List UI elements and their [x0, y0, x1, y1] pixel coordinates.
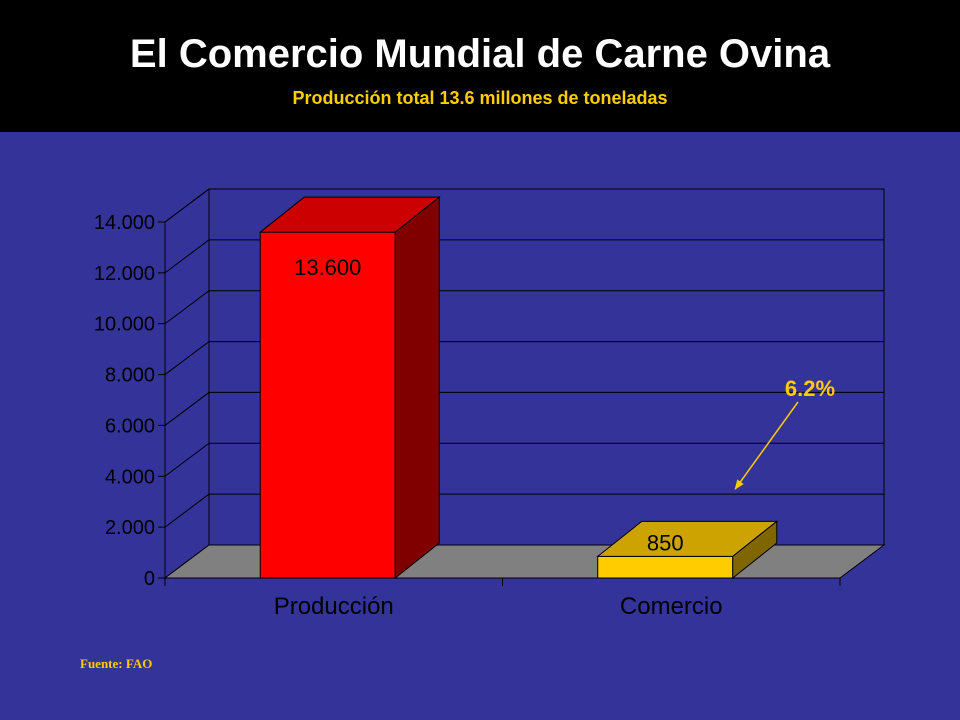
data-label: 13.600: [294, 255, 361, 280]
y-tick-label: 12.000: [94, 263, 155, 285]
gridline: [164, 442, 884, 477]
page-subtitle: Producción total 13.6 millones de tonela…: [292, 88, 668, 108]
page-title: El Comercio Mundial de Carne Ovina: [129, 32, 831, 76]
header-band: El Comercio Mundial de Carne Ovina Produ…: [0, 0, 960, 132]
bar-side: [394, 196, 440, 580]
gridline: [164, 188, 884, 223]
category-label: Comercio: [620, 593, 723, 620]
bar-1: [258, 196, 441, 580]
source-note: Fuente: FAO: [80, 656, 153, 671]
bar-front: [597, 555, 734, 579]
y-tick-label: 2.000: [105, 517, 155, 539]
y-tick-label: 0: [144, 568, 155, 590]
y-tick-label: 6.000: [105, 415, 155, 437]
bar-side: [732, 520, 778, 580]
chart-axes: 0 2.000 4.000 6.000 8.000 10.000 12.000 14.000: [94, 212, 841, 590]
bar-front: [259, 231, 396, 579]
data-label: 850: [647, 530, 684, 555]
gridline: [164, 493, 884, 528]
side-wall: [164, 188, 210, 579]
annotation-label: 6.2%: [785, 376, 835, 401]
y-tick-label: 14.000: [94, 212, 155, 234]
y-tick-label: 4.000: [105, 466, 155, 488]
chart-annotation: 6.2%: [734, 376, 835, 490]
chart-gridlines: [164, 188, 884, 528]
gridline: [164, 341, 884, 375]
category-label: Producción: [274, 593, 394, 620]
y-tick-label: 8.000: [105, 365, 155, 387]
gridline: [164, 290, 884, 325]
y-tick-label: 10.000: [94, 314, 155, 336]
chart-labels: 13.600 Producción 850 Comercio: [274, 255, 723, 620]
gridline: [164, 239, 884, 274]
bar-2: [596, 520, 779, 580]
gridline: [164, 391, 884, 426]
chart-bars: [258, 196, 779, 580]
annotation-arrow: [734, 401, 799, 490]
